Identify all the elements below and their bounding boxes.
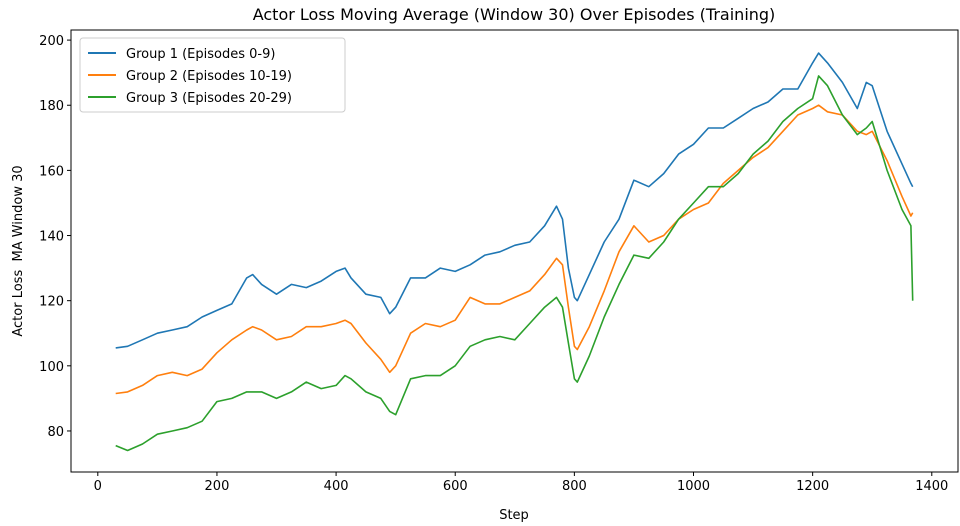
x-tick-label: 800 bbox=[562, 479, 587, 494]
y-tick-label: 100 bbox=[39, 360, 64, 375]
chart-title: Actor Loss Moving Average (Window 30) Ov… bbox=[253, 5, 776, 24]
y-tick-label: 200 bbox=[39, 34, 64, 49]
x-tick-label: 1200 bbox=[796, 479, 829, 494]
y-tick-label: 180 bbox=[39, 99, 64, 114]
x-tick-label: 400 bbox=[324, 479, 349, 494]
legend-label: Group 3 (Episodes 20-29) bbox=[126, 91, 292, 106]
y-tick-label: 120 bbox=[39, 295, 64, 310]
x-tick-label: 0 bbox=[94, 479, 102, 494]
plot-frame bbox=[70, 29, 959, 473]
x-tick-label: 1400 bbox=[915, 479, 948, 494]
series-line bbox=[115, 75, 914, 452]
x-axis-label: Step bbox=[499, 508, 529, 523]
series-line bbox=[115, 52, 914, 349]
y-tick-label: 160 bbox=[39, 164, 64, 179]
legend-label: Group 1 (Episodes 0-9) bbox=[126, 47, 275, 62]
y-tick-label: 80 bbox=[47, 425, 64, 440]
legend-label: Group 2 (Episodes 10-19) bbox=[126, 69, 292, 84]
y-tick-label: 140 bbox=[39, 230, 64, 245]
series-line bbox=[115, 104, 914, 395]
x-tick-label: 200 bbox=[205, 479, 230, 494]
x-tick-label: 600 bbox=[443, 479, 468, 494]
y-axis-label: Actor Loss MA Window 30 bbox=[11, 165, 26, 336]
x-tick-label: 1000 bbox=[677, 479, 710, 494]
legend-box bbox=[79, 37, 346, 113]
